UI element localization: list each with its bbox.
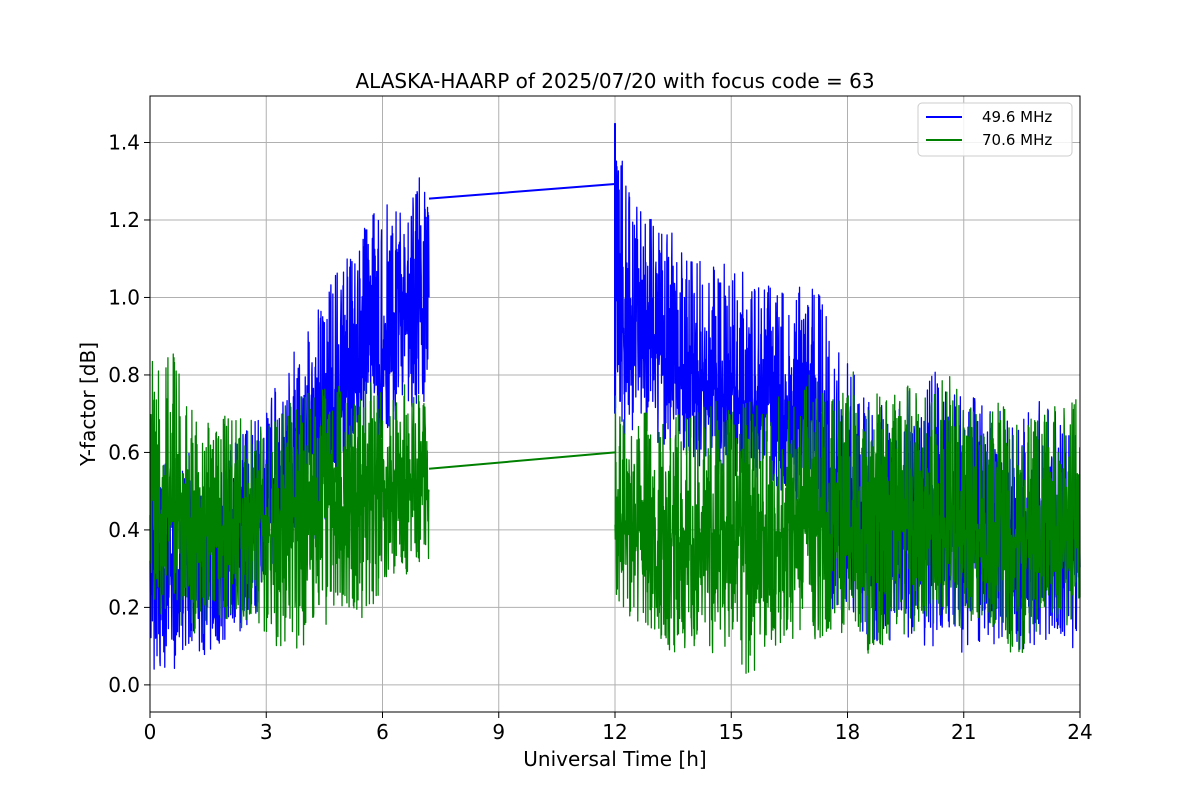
- series-line-70-6-mhz-segment-2: [614, 371, 1081, 674]
- y-tick-label: 1.0: [108, 285, 140, 309]
- y-tick-label: 0.2: [108, 595, 140, 619]
- gap-connector-70-6-mhz: [428, 451, 616, 470]
- x-tick-label: 12: [602, 720, 627, 744]
- y-tick-label: 0.8: [108, 363, 140, 387]
- data-layer: [149, 123, 1081, 674]
- x-tick-label: 3: [260, 720, 273, 744]
- legend-label-70-6-mhz: 70.6 MHz: [982, 131, 1052, 149]
- x-tick-label: 9: [492, 720, 505, 744]
- y-axis-label: Y-factor [dB]: [76, 342, 100, 467]
- y-tick-label: 0.4: [108, 518, 140, 542]
- x-tick-label: 18: [835, 720, 860, 744]
- series-line-70-6-mhz-segment-1: [149, 353, 430, 649]
- y-tick-label: 0.0: [108, 673, 140, 697]
- y-tick-label: 0.6: [108, 440, 140, 464]
- gap-connector-49-6-mhz: [428, 182, 616, 200]
- x-tick-label: 0: [144, 720, 157, 744]
- y-tick-label: 1.4: [108, 130, 140, 154]
- legend: 49.6 MHz 70.6 MHz: [917, 102, 1073, 157]
- x-tick-label: 24: [1067, 720, 1092, 744]
- y-axis-ticks: 0.0 0.2 0.4 0.6 0.8 1.0 1.2 1.4: [108, 130, 150, 697]
- legend-label-49-6-mhz: 49.6 MHz: [982, 108, 1052, 126]
- chart-title: ALASKA-HAARP of 2025/07/20 with focus co…: [355, 69, 874, 93]
- x-tick-label: 6: [376, 720, 389, 744]
- x-tick-label: 15: [719, 720, 744, 744]
- x-axis-ticks: 0 3 6 9 12 15 18 21 24: [144, 712, 1093, 744]
- x-tick-label: 21: [951, 720, 976, 744]
- x-axis-label: Universal Time [h]: [523, 747, 706, 771]
- y-tick-label: 1.2: [108, 208, 140, 232]
